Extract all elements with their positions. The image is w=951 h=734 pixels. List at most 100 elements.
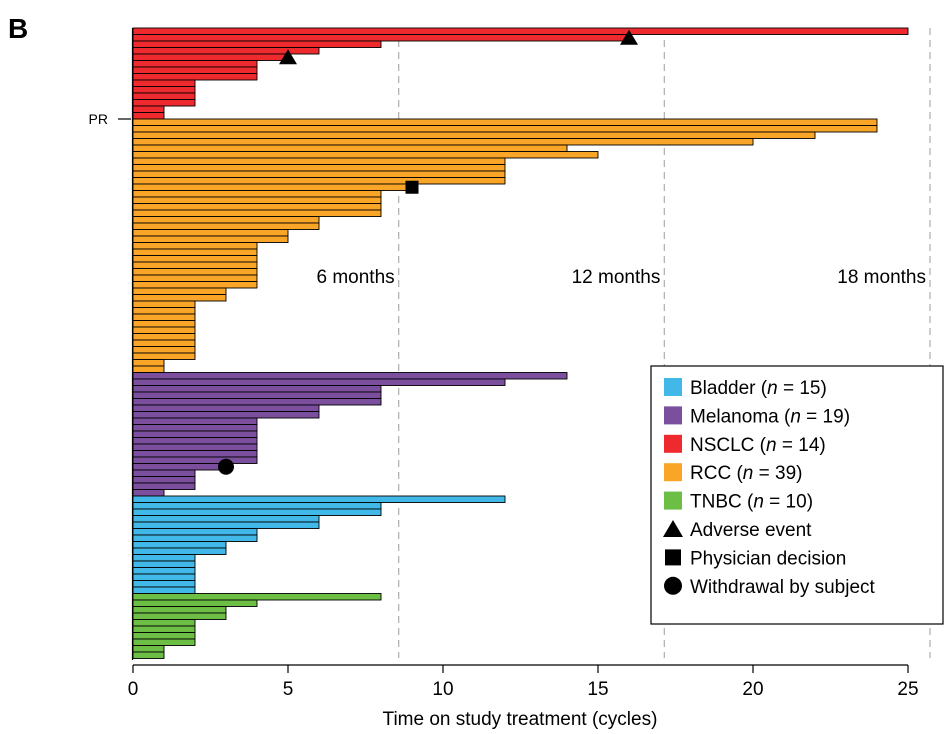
bar — [132, 469, 196, 477]
bar — [132, 125, 878, 133]
bar — [132, 625, 196, 633]
legend-label: Bladder (n = 15) — [690, 378, 827, 399]
bar — [132, 66, 258, 74]
bar — [132, 86, 196, 94]
bar — [132, 47, 320, 55]
bar — [132, 346, 196, 354]
bar — [132, 333, 196, 341]
legend-label: Melanoma (n = 19) — [690, 406, 850, 427]
bar — [132, 424, 258, 432]
pr-label: PR — [89, 111, 108, 127]
reference-lines: 6 months 12 months 18 months — [317, 28, 931, 658]
bar — [132, 203, 382, 211]
legend-label: NSCLC (n = 14) — [690, 435, 826, 456]
x-tick-label: 0 — [128, 679, 139, 700]
bar — [132, 131, 816, 139]
legend-swatch — [664, 434, 682, 453]
bar — [132, 281, 258, 289]
bar — [132, 255, 258, 263]
bar — [132, 391, 382, 399]
x-tick-label: 5 — [283, 679, 294, 700]
bar — [132, 170, 506, 178]
bar — [132, 515, 320, 523]
bar — [132, 365, 165, 373]
legend-label: Adverse event — [690, 520, 812, 541]
bar — [132, 216, 320, 224]
bars-group — [132, 27, 909, 659]
bar — [132, 105, 165, 113]
bar — [132, 40, 382, 48]
x-tick-label: 20 — [742, 679, 763, 700]
axes: PR 0 5 10 15 20 25 Time on study treatment (cyc… — [89, 28, 919, 730]
legend-triangle-icon — [663, 520, 683, 537]
bar — [132, 92, 196, 100]
bar — [132, 476, 196, 484]
legend-label: Withdrawal by subject — [690, 577, 876, 598]
bar — [132, 456, 258, 464]
bar — [132, 619, 196, 627]
reference-line-label: 6 months — [317, 267, 395, 288]
x-axis-title: Time on study treatment (cycles) — [383, 709, 658, 730]
bar — [132, 138, 754, 146]
bar — [132, 547, 227, 555]
bar — [132, 268, 258, 276]
bar — [132, 404, 320, 412]
bar — [132, 352, 196, 360]
legend-label: Physician decision — [690, 548, 846, 569]
bar — [132, 378, 506, 386]
bar — [132, 489, 165, 497]
bar — [132, 372, 568, 380]
bar — [132, 463, 227, 471]
bar — [132, 183, 413, 191]
legend-box — [650, 365, 944, 625]
x-tick-label: 15 — [587, 679, 608, 700]
bar — [132, 560, 196, 568]
bar — [132, 612, 227, 620]
bar — [132, 326, 196, 334]
bar — [132, 398, 382, 406]
bar — [132, 229, 289, 237]
legend-swatch — [664, 463, 682, 482]
legend-circle-icon — [664, 576, 682, 595]
bar — [132, 196, 382, 204]
x-tick-label: 25 — [897, 679, 918, 700]
event-markers — [218, 29, 638, 475]
bar — [132, 534, 258, 542]
bar — [132, 573, 196, 581]
bar — [132, 528, 258, 536]
legend-swatch — [664, 491, 682, 510]
bar — [132, 450, 258, 458]
reference-line-label: 18 months — [837, 267, 926, 288]
bar — [132, 190, 382, 198]
bar — [132, 651, 165, 659]
bar — [132, 645, 165, 653]
bar — [132, 359, 165, 367]
bar — [132, 261, 258, 269]
bar — [132, 79, 196, 87]
adverse-event-marker — [620, 29, 638, 45]
bar — [132, 222, 320, 230]
bar — [132, 27, 909, 35]
bar — [132, 586, 196, 594]
bar — [132, 632, 196, 640]
bar — [132, 307, 196, 315]
adverse-event-marker — [279, 49, 297, 65]
bar — [132, 242, 258, 250]
bar — [132, 430, 258, 438]
reference-line-label: 12 months — [572, 267, 661, 288]
bar — [132, 482, 196, 490]
legend-square-icon — [665, 549, 681, 566]
bar — [132, 118, 878, 126]
bar — [132, 495, 506, 503]
bar — [132, 274, 258, 282]
bar — [132, 580, 196, 588]
withdrawal-marker — [218, 458, 234, 475]
bar — [132, 177, 506, 185]
bar — [132, 157, 506, 165]
bar — [132, 99, 196, 107]
bar — [132, 209, 382, 217]
bar — [132, 112, 165, 120]
bar — [132, 339, 196, 347]
bar — [132, 443, 258, 451]
